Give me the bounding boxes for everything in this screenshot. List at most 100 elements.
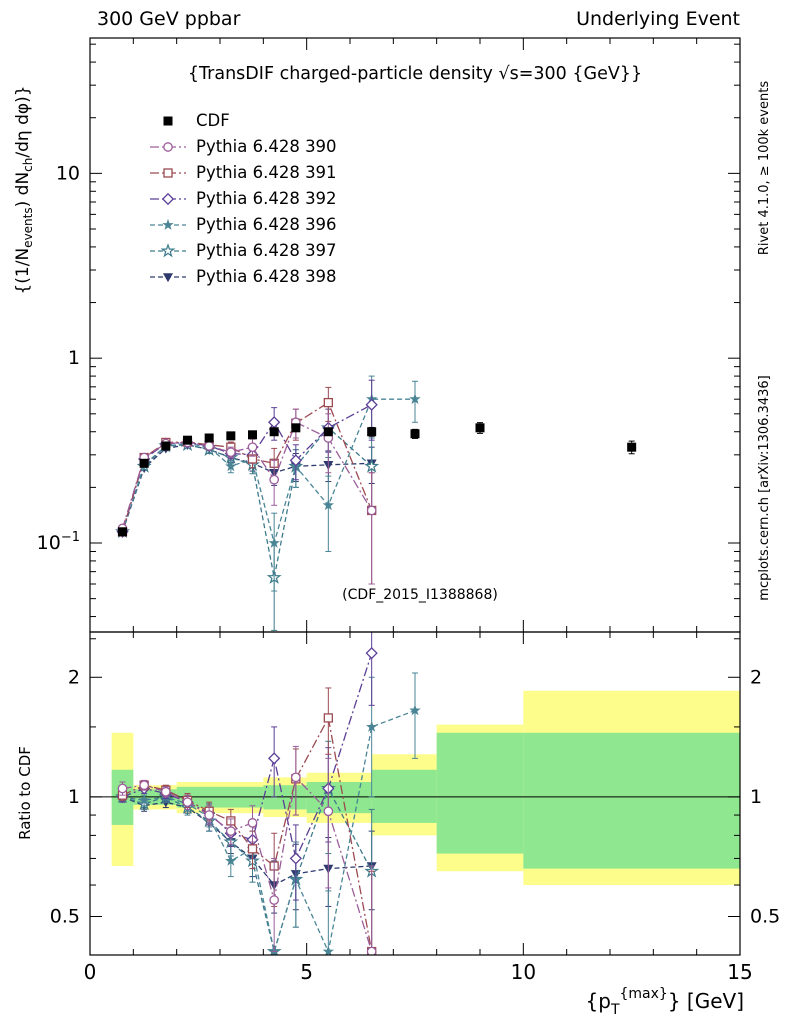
- data-point: [269, 474, 280, 485]
- legend-label: Pythia 6.428 398: [196, 267, 337, 286]
- data-point: [225, 854, 237, 866]
- data-point: [139, 458, 149, 468]
- plot-title: {TransDIF charged-particle density √s=30…: [188, 64, 642, 84]
- top-panel-series: [115, 375, 637, 631]
- data-point: [367, 427, 377, 437]
- y-tick-label: 10−1: [37, 530, 80, 554]
- series-line: [122, 653, 373, 861]
- data-point: [289, 852, 302, 865]
- uncertainty-bands: [111, 690, 740, 886]
- data-point: [161, 441, 171, 451]
- data-point: [247, 818, 258, 828]
- green-band: [436, 732, 524, 854]
- data-point: [138, 794, 150, 806]
- legend-label: Pythia 6.428 396: [196, 215, 337, 234]
- data-point: [269, 427, 279, 437]
- series-line: [122, 709, 416, 954]
- data-point: [268, 752, 281, 765]
- ratio-panel-frame: [89, 631, 741, 956]
- ratio-tick-label: 1: [750, 786, 762, 808]
- legend: CDF Pythia 6.428 390 Pythia 6.428 391 Pythi…: [150, 111, 337, 286]
- y-tick-label: 10: [56, 162, 80, 184]
- green-band: [523, 732, 740, 869]
- data-point: [290, 772, 301, 783]
- watermark-analysis-id: (CDF_2015_I1388868): [342, 587, 498, 603]
- legend-label: Pythia 6.428 391: [196, 163, 337, 182]
- data-point: [204, 433, 214, 443]
- series-line: [122, 786, 373, 955]
- data-point: [475, 423, 485, 433]
- axes: [89, 37, 741, 956]
- data-point: [291, 423, 301, 433]
- legend-label: Pythia 6.428 397: [196, 241, 337, 260]
- top-panel-frame: [89, 37, 741, 633]
- series-line: [122, 716, 373, 952]
- data-point: [322, 499, 334, 511]
- data-point: [323, 713, 333, 723]
- header-beam-label: 300 GeV ppbar: [97, 8, 241, 30]
- data-point: [289, 454, 302, 467]
- legend-label: Pythia 6.428 392: [196, 189, 337, 208]
- ratio-tick-label: 0.5: [750, 905, 780, 927]
- data-point: [163, 116, 173, 126]
- series-line: [121, 401, 373, 532]
- data-point: [161, 192, 175, 206]
- data-point: [225, 826, 236, 836]
- data-point: [366, 720, 378, 732]
- ratio-tick-label: 1: [68, 786, 80, 808]
- data-point: [366, 505, 377, 516]
- data-point: [183, 435, 192, 445]
- data-point: [323, 427, 333, 437]
- series-line: [121, 421, 373, 529]
- data-point: [410, 429, 420, 439]
- data-point: [225, 460, 237, 472]
- legend-label: CDF: [196, 111, 230, 130]
- x-tick-label: 0: [84, 960, 97, 984]
- data-point: [269, 895, 280, 905]
- data-point: [204, 441, 215, 451]
- data-point: [160, 786, 171, 797]
- data-point: [365, 398, 378, 411]
- x-axis-label: {pT{max}} [GeV]: [586, 986, 744, 1018]
- data-point: [322, 945, 334, 955]
- data-point: [163, 168, 173, 178]
- data-point: [365, 647, 378, 660]
- data-point: [627, 442, 637, 452]
- data-point: [409, 704, 421, 716]
- x-tick-label: 10: [511, 960, 536, 984]
- ratio-axis-label: Ratio to CDF: [16, 746, 34, 840]
- ratio-tick-label: 2: [68, 666, 80, 688]
- data-point: [118, 527, 127, 537]
- data-point: [248, 430, 257, 440]
- ratio-tick-label: 2: [750, 666, 762, 688]
- data-point: [163, 142, 173, 152]
- data-point: [162, 219, 174, 230]
- ratio-tick-label: 0.5: [50, 905, 80, 927]
- rivet-version-note: Rivet 4.1.0, ≥ 100k events: [757, 81, 772, 255]
- data-point: [247, 442, 258, 453]
- series-line: [121, 426, 373, 578]
- data-point: [160, 243, 176, 258]
- data-point: [182, 797, 193, 807]
- data-point: [409, 393, 421, 404]
- mcplots-arxiv-note: mcplots.cern.ch [arXiv:1306.3436]: [757, 375, 772, 600]
- data-point: [268, 416, 281, 429]
- data-point: [323, 806, 334, 817]
- ratio-panel-series: [115, 632, 421, 955]
- series-line: [121, 404, 373, 532]
- y-tick-label: 1: [68, 347, 80, 369]
- series-line: [121, 444, 372, 533]
- data-point: [163, 273, 173, 283]
- data-point: [139, 780, 150, 791]
- data-point: [366, 946, 377, 955]
- data-point: [268, 537, 280, 548]
- x-tick-label: 5: [300, 960, 313, 984]
- data-point: [204, 810, 215, 820]
- green-band: [371, 769, 437, 823]
- data-point: [117, 783, 128, 794]
- data-point: [323, 397, 333, 408]
- y-axis-label: {(1/Nevents) dNch/dη dφ)}: [13, 85, 35, 294]
- data-point: [225, 447, 236, 458]
